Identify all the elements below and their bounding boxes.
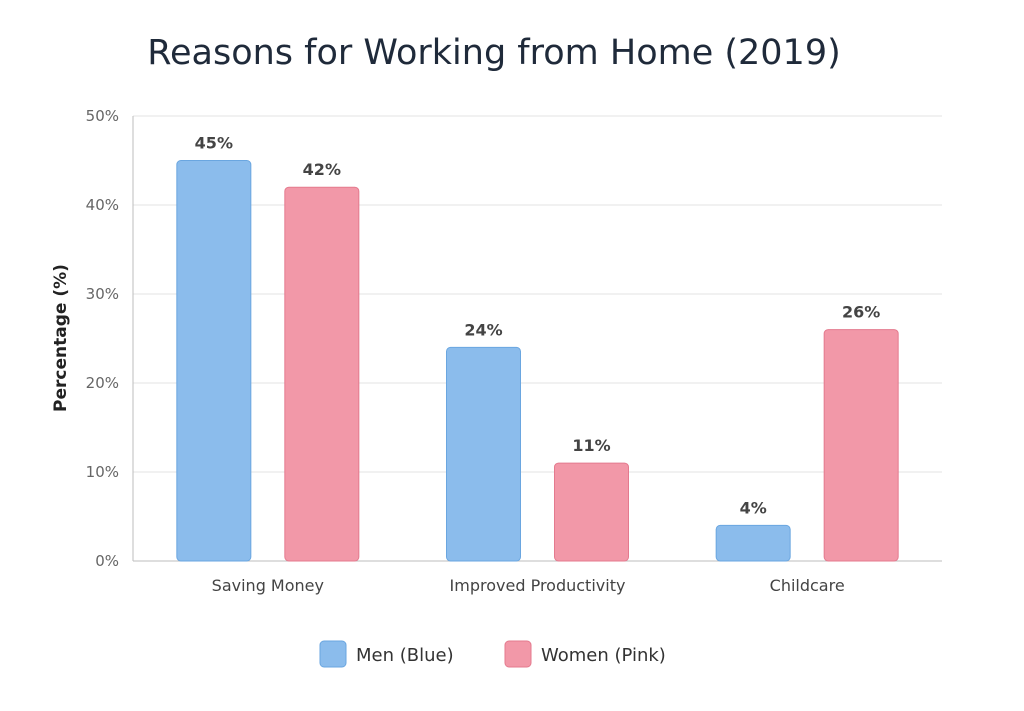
legend-swatch-women bbox=[504, 640, 532, 668]
bar-women-0 bbox=[284, 186, 360, 562]
bars bbox=[176, 160, 899, 562]
legend: Men (Blue) Women (Pink) bbox=[319, 640, 666, 668]
data-label: 4% bbox=[740, 498, 767, 517]
grid-lines bbox=[132, 115, 942, 562]
y-axis-label: Percentage (%) bbox=[51, 264, 71, 412]
data-labels: 45% 42% 24% 11% 4% 26% bbox=[195, 134, 881, 518]
x-category-label: Childcare bbox=[770, 576, 845, 595]
y-tick-label: 50% bbox=[86, 107, 119, 125]
y-tick-label: 30% bbox=[86, 285, 119, 303]
x-axis-categories: Saving Money Improved Productivity Childca… bbox=[212, 576, 845, 595]
data-label: 42% bbox=[303, 160, 341, 179]
bar-women-2 bbox=[823, 329, 899, 562]
chart-title: Reasons for Working from Home (2019) bbox=[147, 33, 841, 73]
legend-swatch-men bbox=[319, 640, 347, 668]
bar-men-1 bbox=[446, 346, 521, 562]
y-axis-ticks: 0% 10% 20% 30% 40% 50% bbox=[86, 107, 119, 570]
y-tick-label: 0% bbox=[95, 552, 119, 570]
y-tick-label: 20% bbox=[86, 374, 119, 392]
data-label: 26% bbox=[842, 303, 880, 322]
legend-label-men: Men (Blue) bbox=[356, 645, 454, 666]
y-tick-label: 40% bbox=[86, 196, 119, 214]
x-category-label: Improved Productivity bbox=[450, 576, 626, 595]
data-label: 24% bbox=[464, 320, 502, 339]
bar-men-0 bbox=[176, 160, 252, 562]
bar-women-1 bbox=[554, 462, 629, 562]
bar-men-2 bbox=[715, 524, 791, 562]
data-label: 11% bbox=[572, 436, 610, 455]
x-category-label: Saving Money bbox=[212, 576, 324, 595]
legend-label-women: Women (Pink) bbox=[541, 645, 666, 666]
data-label: 45% bbox=[195, 134, 233, 153]
y-tick-label: 10% bbox=[86, 463, 119, 481]
